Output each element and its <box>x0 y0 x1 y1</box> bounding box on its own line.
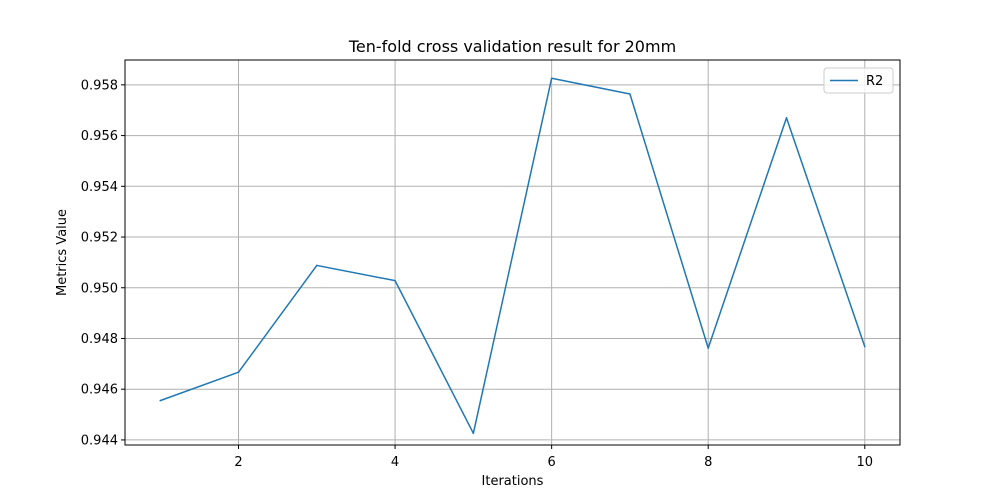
axis-ticks: 2 4 6 8 10 0.944 0.946 0.948 0.950 0.952 0.954 0.95… <box>81 78 873 470</box>
y-tick-label: 0.946 <box>81 383 118 398</box>
y-tick-label: 0.952 <box>81 231 118 246</box>
data-point <box>550 77 553 80</box>
x-tick-label: 2 <box>234 455 242 470</box>
data-point <box>159 399 161 402</box>
x-tick-label: 4 <box>391 455 399 470</box>
y-tick-label: 0.954 <box>81 180 118 195</box>
data-point <box>864 345 866 348</box>
y-tick-label: 0.944 <box>81 433 118 448</box>
x-tick-label: 6 <box>548 455 556 470</box>
y-tick-label: 0.950 <box>81 281 118 296</box>
x-tick-label: 10 <box>856 455 873 470</box>
y-tick-label: 0.958 <box>81 78 118 93</box>
y-tick-label: 0.956 <box>81 129 118 144</box>
data-point <box>785 117 788 119</box>
chart-title: Ten-fold cross validation result for 20m… <box>348 37 676 56</box>
y-axis-label: Metrics Value <box>55 209 70 296</box>
legend-label-r2: R2 <box>866 74 883 89</box>
data-point <box>237 371 240 373</box>
grid-lines <box>125 60 900 445</box>
data-point <box>316 264 318 267</box>
data-point <box>629 93 631 95</box>
legend: R2 <box>823 67 894 94</box>
data-point <box>472 432 475 435</box>
x-axis-label: Iterations <box>482 474 544 489</box>
data-point <box>707 347 709 349</box>
data-point <box>394 279 396 282</box>
series-lines <box>159 77 866 435</box>
y-tick-label: 0.948 <box>81 332 118 347</box>
x-tick-label: 8 <box>704 455 712 470</box>
series-line-r2 <box>159 77 866 435</box>
legend-box <box>823 67 894 94</box>
plot-frame <box>124 59 901 446</box>
